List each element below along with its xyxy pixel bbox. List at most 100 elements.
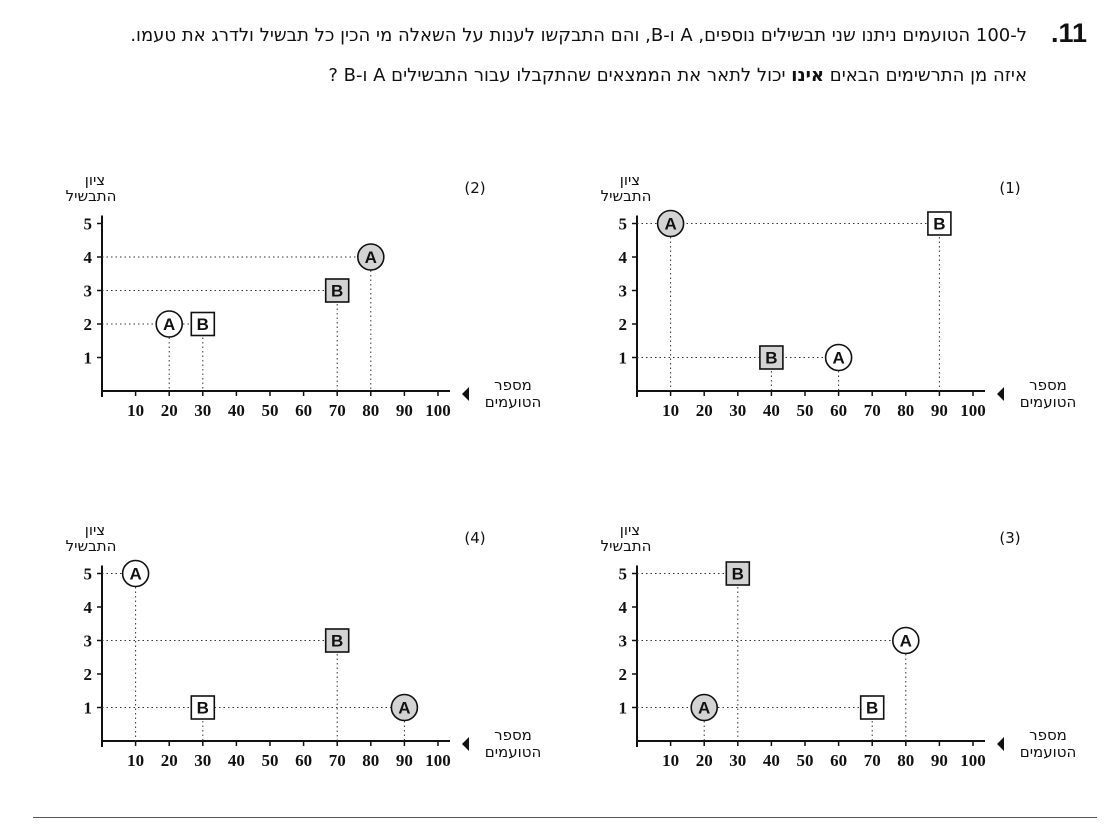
y-tick-label: 1 bbox=[619, 349, 628, 368]
y-tick-label: 4 bbox=[84, 248, 93, 267]
question-line-2: איזה מן התרשימים הבאים אינו יכול לתאר את… bbox=[37, 62, 1027, 90]
point-a-marker bbox=[891, 626, 920, 655]
y-tick-label: 4 bbox=[619, 598, 628, 617]
x-tick-label: 50 bbox=[797, 751, 814, 770]
point-a-marker bbox=[356, 243, 385, 271]
x-tick-label: 80 bbox=[897, 751, 914, 770]
x-tick-label: 20 bbox=[696, 751, 713, 770]
chart-label: (2) bbox=[464, 179, 485, 197]
x-axis-label-line-1: מספר bbox=[494, 726, 532, 744]
bottom-divider bbox=[33, 817, 1097, 818]
x-tick-label: 30 bbox=[729, 751, 746, 770]
x-axis-label-line-1: מספר bbox=[1029, 726, 1067, 744]
y-tick-label: 1 bbox=[84, 349, 93, 368]
x-tick-label: 20 bbox=[161, 401, 178, 420]
x-axis-label-line-2: הטועמים bbox=[485, 743, 542, 761]
x-axis-arrow bbox=[462, 737, 469, 751]
x-tick-label: 10 bbox=[127, 751, 144, 770]
x-tick-label: 50 bbox=[262, 751, 279, 770]
point-a-marker bbox=[656, 209, 685, 238]
x-tick-label: 30 bbox=[194, 401, 211, 420]
point-a-marker bbox=[824, 343, 853, 372]
y-tick-label: 5 bbox=[619, 215, 628, 234]
x-tick-label: 50 bbox=[262, 401, 279, 420]
x-tick-label: 60 bbox=[830, 751, 847, 770]
point-b-marker bbox=[927, 211, 952, 236]
y-tick-label: 2 bbox=[619, 315, 628, 334]
x-tick-label: 80 bbox=[897, 401, 914, 420]
y-tick-label: 4 bbox=[619, 248, 628, 267]
point-b-label: B bbox=[197, 315, 209, 334]
point-b-marker bbox=[324, 628, 350, 653]
y-axis-label-line-2: התבשיל bbox=[601, 187, 652, 205]
point-a-marker bbox=[121, 559, 150, 588]
y-axis-label-line-1: ציון bbox=[85, 521, 105, 539]
y-tick-label: 2 bbox=[84, 315, 93, 334]
x-tick-label: 10 bbox=[662, 751, 679, 770]
point-a-label: A bbox=[163, 315, 175, 334]
point-b-label: B bbox=[933, 215, 945, 234]
point-b-label: B bbox=[866, 699, 878, 718]
x-tick-label: 90 bbox=[931, 401, 948, 420]
y-axis-label-line-2: התבשיל bbox=[66, 537, 117, 555]
y-tick-label: 3 bbox=[84, 632, 93, 651]
chart-label: (1) bbox=[999, 179, 1020, 197]
x-axis-label-line-1: מספר bbox=[494, 376, 532, 394]
x-tick-label: 40 bbox=[763, 751, 780, 770]
x-axis-label-line-2: הטועמים bbox=[1020, 393, 1077, 411]
x-tick-label: 70 bbox=[864, 751, 881, 770]
point-a-label: A bbox=[398, 699, 410, 718]
x-tick-label: 60 bbox=[295, 751, 312, 770]
x-tick-label: 20 bbox=[696, 401, 713, 420]
y-tick-label: 4 bbox=[84, 598, 93, 617]
y-axis-label-line-1: ציון bbox=[620, 521, 640, 539]
point-a-label: A bbox=[365, 248, 377, 267]
x-tick-label: 30 bbox=[194, 751, 211, 770]
x-tick-label: 20 bbox=[161, 751, 178, 770]
y-axis-label-line-1: ציון bbox=[620, 171, 640, 189]
point-b-label: B bbox=[732, 565, 744, 584]
y-tick-label: 1 bbox=[84, 699, 93, 718]
x-tick-label: 80 bbox=[362, 751, 379, 770]
x-tick-label: 70 bbox=[329, 401, 346, 420]
point-b-label: B bbox=[331, 282, 343, 301]
x-axis-label-line-2: הטועמים bbox=[485, 393, 542, 411]
point-a-marker bbox=[690, 693, 718, 722]
x-tick-label: 60 bbox=[295, 401, 312, 420]
x-tick-label: 70 bbox=[329, 751, 346, 770]
x-axis-arrow bbox=[462, 387, 469, 401]
point-b-marker bbox=[190, 695, 216, 720]
point-a-label: A bbox=[664, 215, 676, 234]
x-tick-label: 40 bbox=[228, 751, 245, 770]
point-b-marker bbox=[759, 345, 784, 370]
x-tick-label: 40 bbox=[228, 401, 245, 420]
x-tick-label: 10 bbox=[662, 401, 679, 420]
question-line-2-end: יכול לתאר את הממצאים שהתקבלו עבור התבשיל… bbox=[328, 65, 792, 86]
chart-label: (3) bbox=[999, 529, 1020, 547]
y-tick-label: 2 bbox=[619, 665, 628, 684]
x-tick-label: 60 bbox=[830, 401, 847, 420]
point-b-label: B bbox=[331, 632, 343, 651]
point-b-label: B bbox=[197, 699, 209, 718]
point-a-label: A bbox=[129, 565, 141, 584]
x-tick-label: 100 bbox=[425, 751, 451, 770]
y-tick-label: 5 bbox=[84, 215, 93, 234]
question-line-1: ל-100 הטועמים ניתנו שני תבשילים נוספים, … bbox=[130, 25, 1027, 46]
point-b-marker bbox=[859, 695, 885, 720]
chart-label: (4) bbox=[464, 529, 485, 547]
y-axis-label-line-2: התבשיל bbox=[601, 537, 652, 555]
point-b-marker bbox=[725, 561, 751, 586]
x-tick-label: 50 bbox=[797, 401, 814, 420]
x-tick-label: 10 bbox=[127, 401, 144, 420]
point-a-marker bbox=[390, 693, 419, 722]
y-axis-label-line-2: התבשיל bbox=[66, 187, 117, 205]
x-axis-label-line-2: הטועמים bbox=[1020, 743, 1077, 761]
x-tick-label: 100 bbox=[960, 751, 986, 770]
question-number: .11 bbox=[1050, 18, 1087, 48]
point-b-marker bbox=[324, 278, 350, 303]
point-a-label: A bbox=[832, 349, 844, 368]
x-tick-label: 100 bbox=[425, 401, 451, 420]
